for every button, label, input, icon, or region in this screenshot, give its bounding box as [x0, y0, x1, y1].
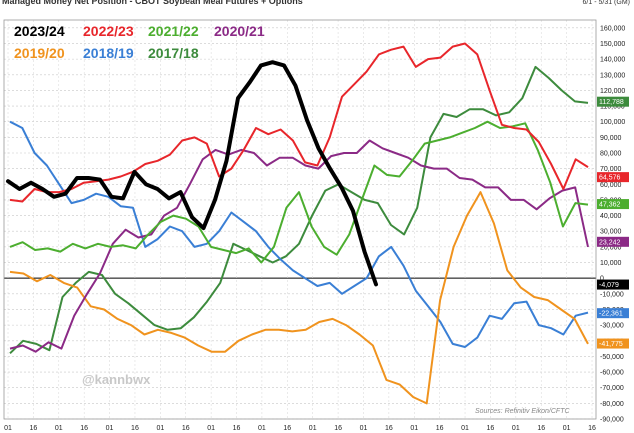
y-tick-label: 40,000: [600, 213, 622, 220]
y-tick-label: 0: [600, 276, 604, 283]
plot-frame: [3, 19, 597, 420]
x-tick-label: 01: [309, 425, 317, 432]
x-tick-label: 01: [207, 425, 215, 432]
end-value-badge: [597, 338, 629, 349]
y-tick-label: 60,000: [600, 182, 622, 189]
end-value-label: -4,079: [599, 282, 619, 289]
legend-entry: 2021/22: [148, 23, 199, 39]
series-layer: [6, 42, 589, 405]
x-tick-label: 16: [385, 425, 393, 432]
legend-entry: 2019/20: [14, 45, 65, 61]
source-note: Sources: Refinitiv Eikon/CFTC: [475, 408, 570, 415]
x-tick-label: 01: [55, 425, 63, 432]
y-tick-label: -80,000: [600, 401, 624, 408]
end-value-label: 47,362: [599, 202, 621, 209]
x-tick-label: 16: [29, 425, 37, 432]
y-tick-label: -90,000: [600, 417, 624, 424]
y-tick-label: -30,000: [600, 323, 624, 330]
x-tick-label: 01: [461, 425, 469, 432]
series-line-2021-22: [9, 120, 589, 264]
y-tick-label: 140,000: [600, 57, 625, 64]
watermark: @kannbwx: [82, 372, 151, 387]
end-value-label: 23,242: [599, 239, 621, 246]
end-value-badge: [597, 96, 629, 107]
x-tick-label: 16: [233, 425, 241, 432]
x-tick-label: 16: [80, 425, 88, 432]
y-tick-label: -50,000: [600, 354, 624, 361]
series-line-2017-18: [9, 65, 589, 355]
date-range: 6/1 - 5/31 (GM): [583, 0, 630, 6]
y-tick-label: 30,000: [600, 229, 622, 236]
y-tick-label: 110,000: [600, 104, 625, 111]
y-tick-label: 80,000: [600, 151, 622, 158]
x-tick-label: 01: [563, 425, 571, 432]
end-value-badge: [597, 308, 629, 319]
end-value-badge: [597, 172, 629, 183]
series-line-2019-20: [9, 191, 589, 405]
chart-title: Managed Money Net Position - CBOT Soybea…: [2, 0, 303, 6]
legend-entry: 2022/23: [83, 23, 134, 39]
end-value-label: -22,361: [599, 311, 623, 318]
gridlines: [4, 20, 596, 420]
end-value-badge: [597, 236, 629, 247]
end-value-badge: [597, 199, 629, 210]
end-value-label: -41,775: [599, 341, 623, 348]
legend-entry: 2017/18: [148, 45, 199, 61]
end-value-label: 64,576: [599, 175, 621, 182]
y-tick-label: 70,000: [600, 166, 622, 173]
x-tick-label: 16: [436, 425, 444, 432]
x-tick-label: 01: [258, 425, 266, 432]
y-tick-label: 120,000: [600, 88, 625, 95]
end-value-badge: [597, 279, 629, 290]
end-value-label: 112,788: [599, 99, 624, 106]
y-tick-label: 90,000: [600, 135, 622, 142]
labels: Managed Money Net Position - CBOT Soybea…: [2, 0, 630, 415]
y-tick-label: 150,000: [600, 41, 625, 48]
x-tick-label: 16: [334, 425, 342, 432]
series-line-2020-21: [9, 139, 589, 353]
x-tick-label: 01: [156, 425, 164, 432]
y-tick-label: -10,000: [600, 291, 624, 298]
x-tick-label: 16: [588, 425, 596, 432]
y-tick-label: 100,000: [600, 119, 625, 126]
legend: 2023/24 2022/23 2021/22 2020/21 2019/20 2018/…: [14, 23, 265, 61]
legend-entry: 2023/24: [14, 23, 65, 39]
series-line-2022-23: [9, 42, 589, 203]
x-tick-label: 01: [512, 425, 520, 432]
y-tick-label: 130,000: [600, 72, 625, 79]
x-tick-label: 16: [283, 425, 291, 432]
x-tick-label: 16: [487, 425, 495, 432]
legend-entry: 2020/21: [214, 23, 265, 39]
x-tick-label: 01: [106, 425, 114, 432]
x-tick-label: 16: [131, 425, 139, 432]
x-tick-label: 16: [182, 425, 190, 432]
y-tick-label: 20,000: [600, 244, 622, 251]
axes: 160,000 150,000 140,000 130,000 120,000 110,0…: [3, 19, 625, 432]
y-tick-label: -60,000: [600, 370, 624, 377]
y-tick-label: 160,000: [600, 25, 625, 32]
series-line-2023-24: [6, 60, 378, 287]
y-tick-label: 10,000: [600, 260, 622, 267]
x-tick-label: 01: [410, 425, 418, 432]
series-line-2018-19: [9, 120, 589, 348]
x-tick-label: 01: [4, 425, 12, 432]
y-tick-label: -70,000: [600, 385, 624, 392]
x-tick-label: 16: [537, 425, 545, 432]
x-tick-label: 01: [360, 425, 368, 432]
legend-entry: 2018/19: [83, 45, 134, 61]
